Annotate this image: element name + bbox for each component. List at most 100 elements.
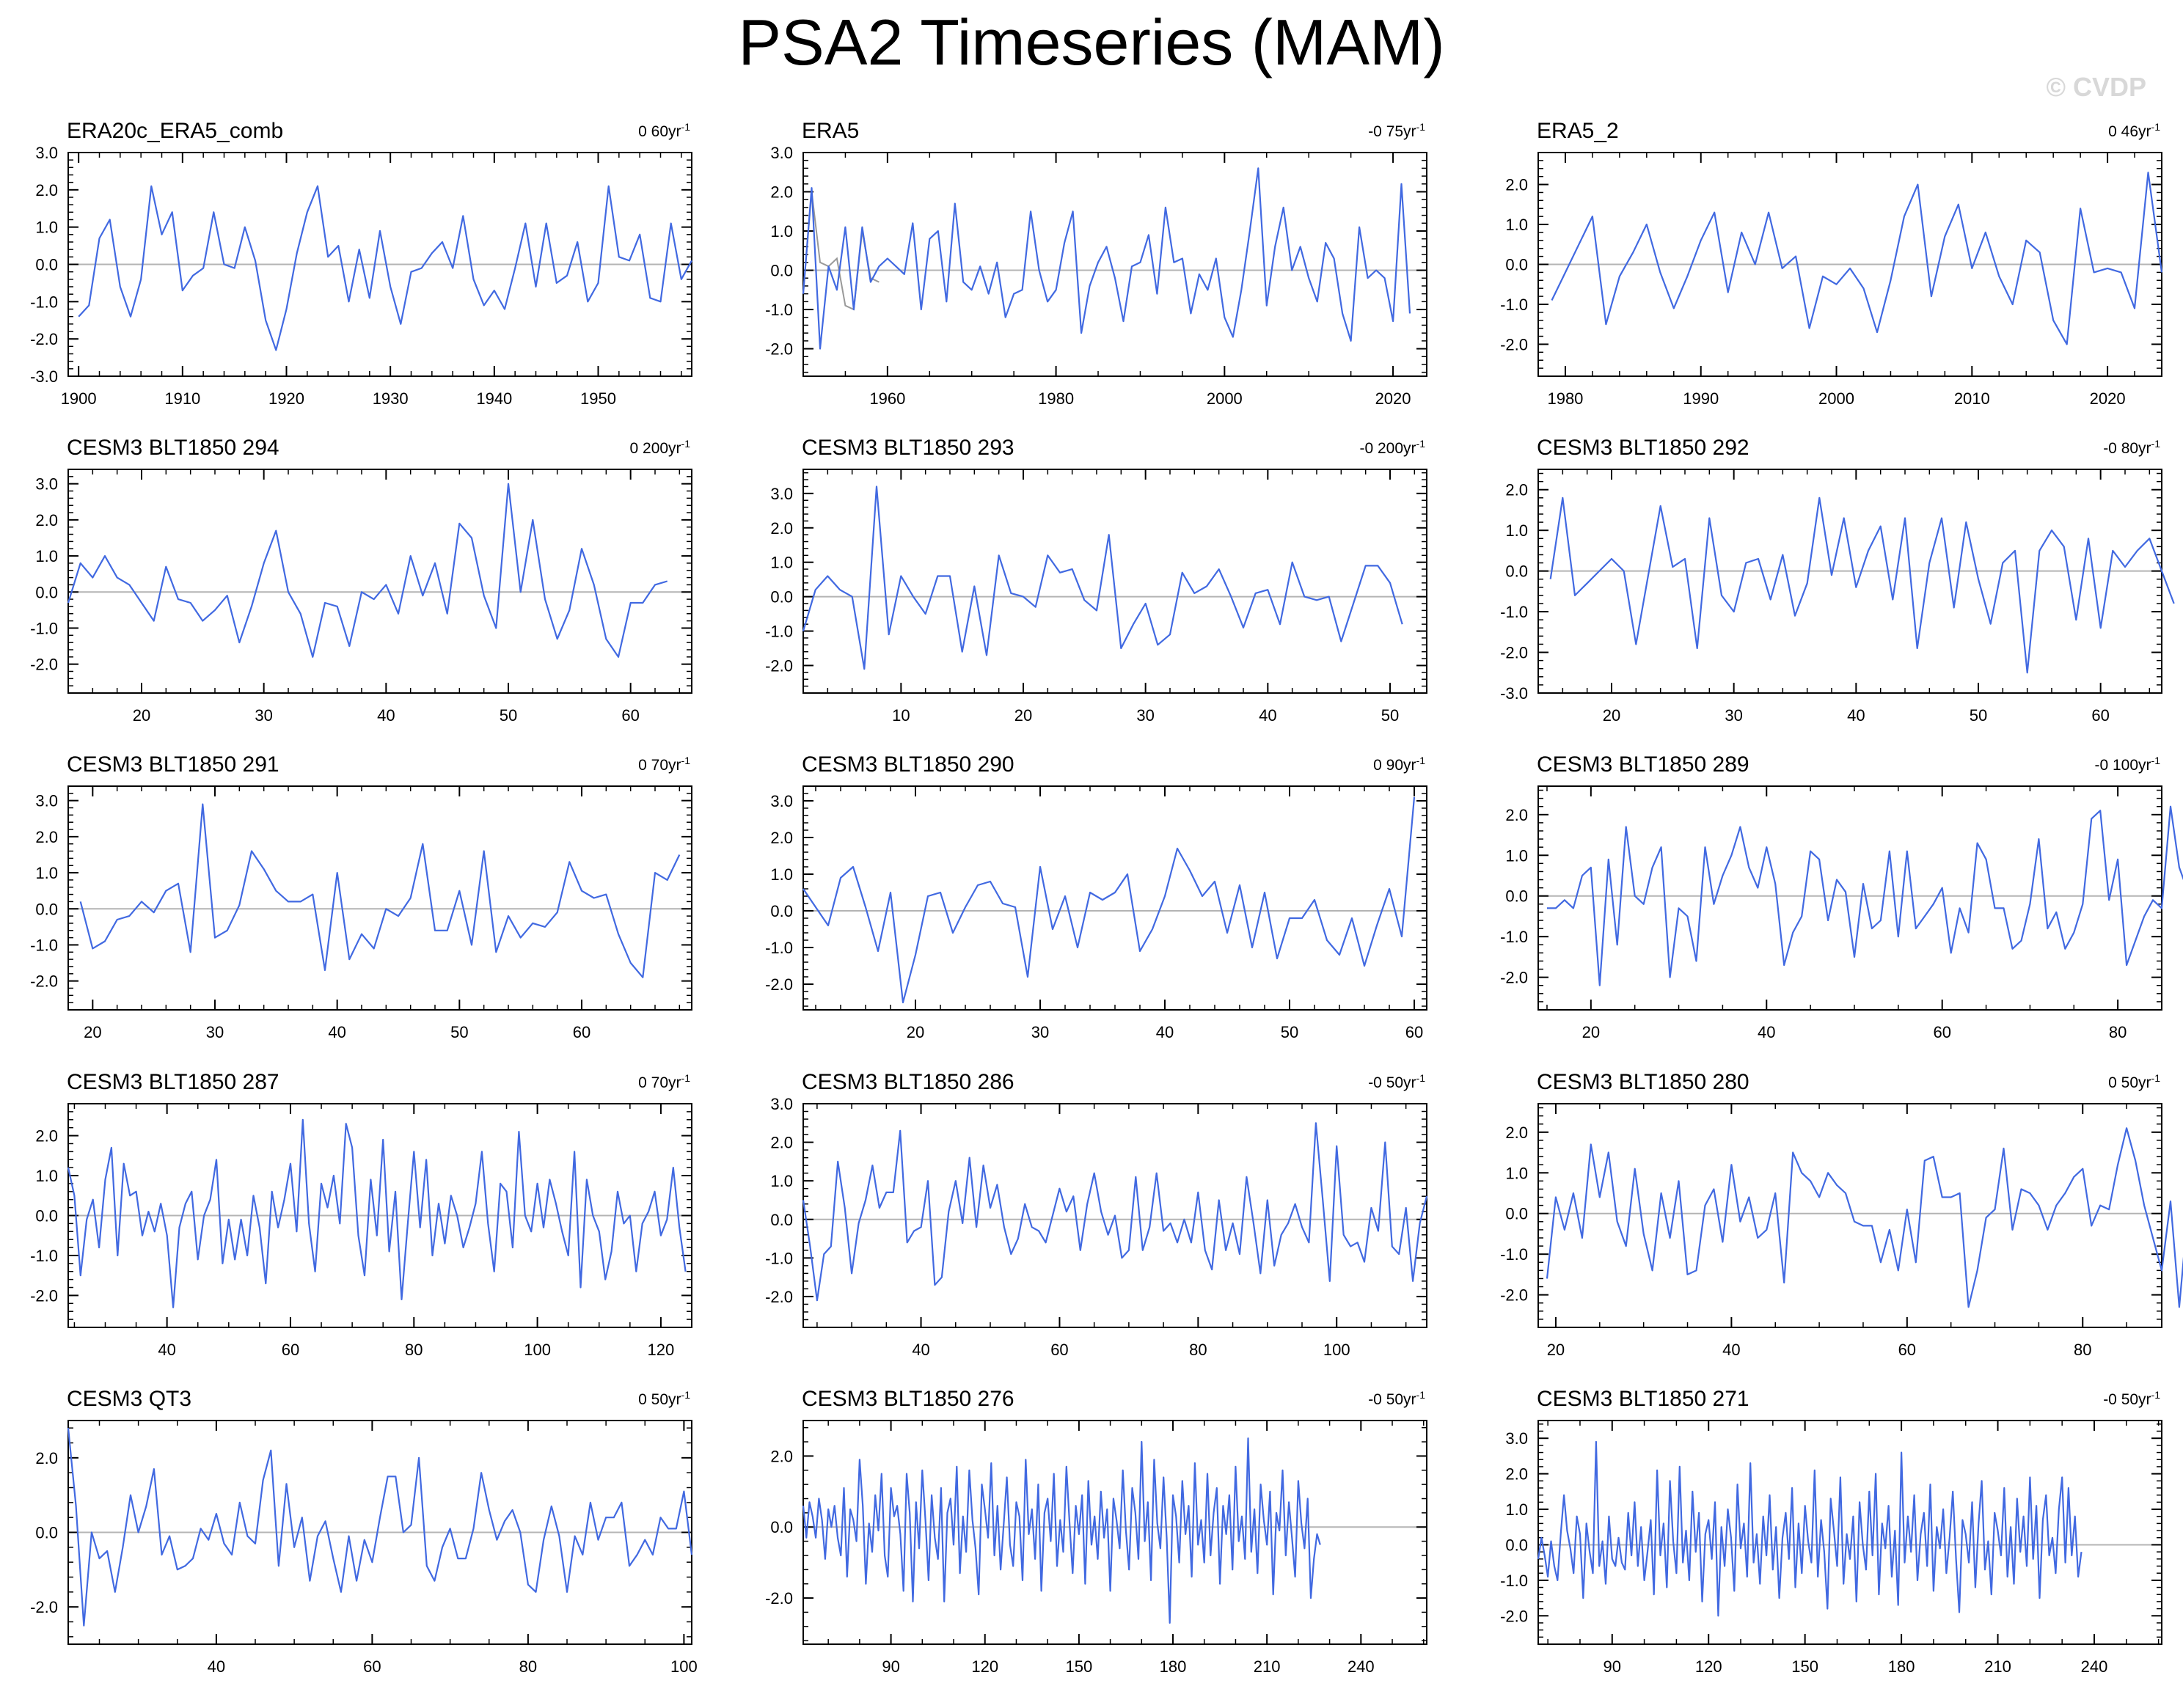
figure-title: PSA2 Timeseries (MAM) — [738, 6, 1445, 78]
y-tick-label: -1.0 — [1500, 928, 1528, 946]
plot-frame — [1537, 1103, 2162, 1328]
chart-panel-14: CESM3 BLT1850 276 -0 50yr-1 -2.0 0.0 2.0 90 12… — [765, 1387, 1427, 1676]
series-line — [802, 796, 1416, 1004]
chart-panel-1: ERA20c_ERA5_comb 0 60yr-1 -3.0 -2.0 -1.0 0.0 1… — [30, 119, 692, 408]
x-tick-label: 60 — [282, 1341, 299, 1359]
panel-title: ERA20c_ERA5_comb — [67, 119, 283, 143]
trend-label: -0 50yr-1 — [1368, 1072, 1425, 1091]
y-tick-label: 0.0 — [770, 588, 793, 606]
trend-label: -0 75yr-1 — [1368, 121, 1425, 140]
y-tick-label: -2.0 — [765, 1288, 793, 1306]
x-tick-label: 150 — [1791, 1657, 1818, 1676]
y-tick-label: 2.0 — [35, 511, 58, 529]
series-line — [1546, 1127, 2183, 1308]
x-tick-label: 180 — [1160, 1657, 1187, 1676]
y-tick-label: 3.0 — [770, 792, 793, 810]
y-tick-label: 1.0 — [35, 219, 58, 237]
x-tick-label: 80 — [405, 1341, 423, 1359]
y-tick-label: 3.0 — [35, 792, 58, 810]
x-tick-label: 100 — [670, 1657, 698, 1676]
plot-frame — [1537, 469, 2162, 694]
x-tick-label: 60 — [1898, 1341, 1916, 1359]
x-tick-label: 1900 — [61, 389, 97, 408]
panel-title: CESM3 BLT1850 291 — [67, 752, 279, 777]
x-tick-label: 180 — [1888, 1657, 1915, 1676]
y-tick-label: 0.0 — [1505, 256, 1528, 274]
panel-title: CESM3 BLT1850 293 — [802, 436, 1014, 460]
chart-panel-8: CESM3 BLT1850 290 0 90yr-1 -2.0 -1.0 0.0 1.0 2… — [765, 752, 1427, 1041]
x-tick-label: 60 — [621, 706, 639, 725]
x-tick-label: 60 — [1405, 1023, 1423, 1041]
y-tick-label: 3.0 — [1505, 1429, 1528, 1448]
y-tick-label: 2.0 — [770, 829, 793, 847]
x-tick-label: 120 — [971, 1657, 998, 1676]
y-tick-label: 1.0 — [770, 865, 793, 884]
y-tick-label: -2.0 — [1500, 644, 1528, 662]
x-tick-label: 210 — [1984, 1657, 2011, 1676]
x-tick-label: 40 — [1758, 1023, 1775, 1041]
y-tick-label: 2.0 — [35, 828, 58, 846]
trend-label: 0 46yr-1 — [2108, 121, 2160, 140]
y-tick-label: 1.0 — [770, 222, 793, 241]
series-line — [79, 803, 681, 978]
x-tick-label: 40 — [1156, 1023, 1174, 1041]
x-tick-label: 50 — [500, 706, 517, 725]
panel-title: ERA5_2 — [1537, 119, 1619, 143]
x-tick-label: 20 — [907, 1023, 924, 1041]
y-tick-label: 0.0 — [1505, 1205, 1528, 1223]
y-tick-label: -2.0 — [765, 975, 793, 994]
y-tick-label: -2.0 — [765, 1589, 793, 1608]
trend-label: 0 90yr-1 — [1373, 755, 1425, 774]
y-tick-label: 2.0 — [1505, 1124, 1528, 1142]
y-tick-label: 1.0 — [1505, 1500, 1528, 1519]
x-tick-label: 30 — [255, 706, 272, 725]
y-tick-label: 1.0 — [1505, 216, 1528, 234]
x-tick-label: 120 — [648, 1341, 675, 1359]
x-tick-label: 30 — [206, 1023, 224, 1041]
y-tick-label: -1.0 — [765, 939, 793, 957]
y-tick-label: -2.0 — [765, 340, 793, 359]
x-tick-label: 1910 — [164, 389, 200, 408]
chart-panel-9: CESM3 BLT1850 289 -0 100yr-1 -2.0 -1.0 0.0 1.… — [1500, 752, 2183, 1041]
x-tick-label: 40 — [912, 1341, 929, 1359]
trend-label: -0 100yr-1 — [2095, 755, 2161, 774]
y-tick-label: 0.0 — [1505, 1536, 1528, 1554]
chart-panel-13: CESM3 QT3 0 50yr-1 -2.0 0.0 2.0 40 60 80 100 — [30, 1387, 698, 1676]
x-tick-label: 1930 — [373, 389, 409, 408]
x-tick-label: 60 — [1050, 1341, 1068, 1359]
y-tick-label: 0.0 — [1505, 887, 1528, 906]
x-tick-label: 20 — [1014, 706, 1032, 725]
y-tick-label: 1.0 — [1505, 1164, 1528, 1182]
x-tick-label: 150 — [1066, 1657, 1093, 1676]
y-tick-label: -1.0 — [1500, 296, 1528, 314]
series-line — [802, 1122, 1428, 1302]
x-tick-label: 240 — [2081, 1657, 2108, 1676]
x-tick-label: 20 — [1547, 1341, 1565, 1359]
x-tick-label: 90 — [1604, 1657, 1621, 1676]
panel-title: CESM3 BLT1850 280 — [1537, 1070, 1749, 1094]
y-tick-label: 0.0 — [35, 900, 58, 918]
x-tick-label: 2020 — [2090, 389, 2126, 408]
plot-frame — [802, 469, 1427, 694]
chart-panel-15: CESM3 BLT1850 271 -0 50yr-1 -2.0 -1.0 0.0 1.0… — [1500, 1387, 2162, 1676]
y-tick-label: -2.0 — [765, 656, 793, 675]
x-tick-label: 240 — [1348, 1657, 1375, 1676]
y-tick-label: 2.0 — [770, 183, 793, 202]
panel-title: CESM3 BLT1850 294 — [67, 436, 279, 460]
plot-frame — [1537, 785, 2162, 1011]
y-tick-label: 3.0 — [35, 144, 58, 162]
x-tick-label: 60 — [573, 1023, 590, 1041]
x-tick-label: 30 — [1031, 1023, 1049, 1041]
x-tick-label: 50 — [450, 1023, 468, 1041]
y-tick-label: -2.0 — [30, 972, 58, 991]
series-line — [78, 185, 692, 351]
y-tick-label: -2.0 — [30, 1598, 58, 1616]
x-tick-label: 2000 — [1818, 389, 1854, 408]
chart-panel-12: CESM3 BLT1850 280 0 50yr-1 -2.0 -1.0 0.0 1.0 2… — [1500, 1070, 2183, 1359]
x-tick-label: 2010 — [1954, 389, 1990, 408]
x-tick-label: 80 — [1189, 1341, 1207, 1359]
y-tick-label: 3.0 — [770, 144, 793, 162]
chart-panel-3: ERA5_2 0 46yr-1 -2.0 -1.0 0.0 1.0 2.0 1980 1990 2… — [1500, 119, 2163, 408]
x-tick-label: 1940 — [476, 389, 512, 408]
